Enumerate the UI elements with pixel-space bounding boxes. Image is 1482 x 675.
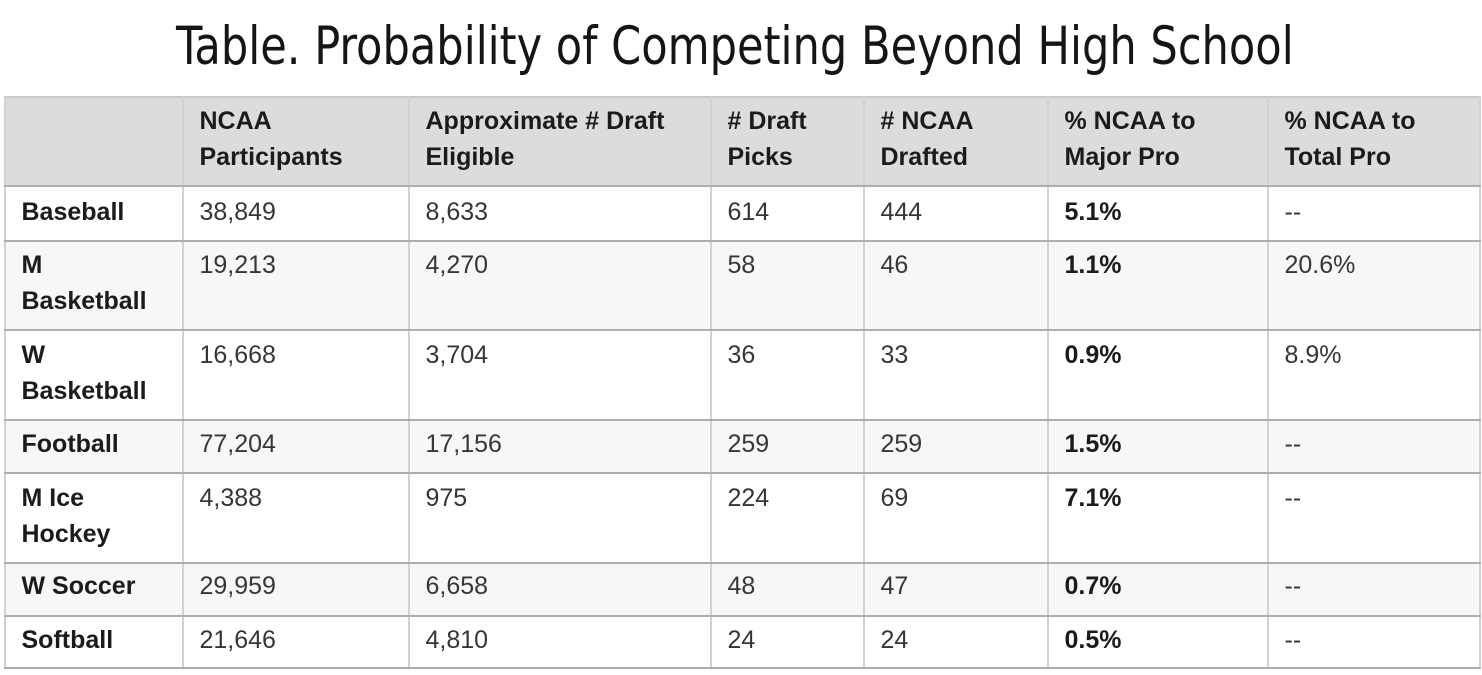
- cell-pct-ncaa-total-pro: --: [1266, 186, 1481, 242]
- cell-pct-ncaa-total-pro: --: [1266, 473, 1481, 564]
- header-cell-sport: [3, 96, 184, 187]
- cell-sport: W Basketball: [3, 330, 184, 421]
- cell-ncaa-participants: 21,646: [181, 615, 410, 669]
- table-row-m-basketball: M Basketball 19,213 4,270 58 46 1.1% 20.6%: [3, 241, 1481, 331]
- table-row-baseball: Baseball 38,849 8,633 614 444 5.1% --: [3, 186, 1481, 242]
- cell-draft-picks: 259: [709, 420, 865, 474]
- table-row-w-soccer: W Soccer 29,959 6,658 48 47 0.7% --: [3, 562, 1481, 617]
- cell-draft-picks: 24: [709, 615, 865, 669]
- page-title: Table. Probability of Competing Beyond H…: [176, 16, 1294, 77]
- cell-draft-picks: 224: [709, 473, 865, 564]
- table-row-m-ice-hockey: M Ice Hockey 4,388 975 224 69 7.1% --: [3, 473, 1481, 564]
- header-cell-pct-ncaa-major-pro: % NCAA to Major Pro: [1046, 96, 1269, 187]
- cell-ncaa-drafted: 69: [862, 473, 1049, 564]
- cell-pct-ncaa-major-pro: 1.1%: [1046, 241, 1269, 331]
- header-row: NCAA Participants Approximate # Draft El…: [3, 96, 1481, 187]
- cell-pct-ncaa-major-pro: 5.1%: [1046, 186, 1269, 242]
- cell-approx-draft-eligible: 975: [407, 473, 712, 564]
- cell-ncaa-drafted: 444: [862, 186, 1049, 242]
- cell-pct-ncaa-major-pro: 0.9%: [1046, 330, 1269, 421]
- cell-pct-ncaa-total-pro: 20.6%: [1266, 241, 1481, 331]
- cell-ncaa-drafted: 33: [862, 330, 1049, 421]
- cell-ncaa-participants: 29,959: [181, 562, 410, 617]
- table-row-w-basketball: W Basketball 16,668 3,704 36 33 0.9% 8.9%: [3, 330, 1481, 421]
- cell-ncaa-drafted: 46: [862, 241, 1049, 331]
- header-cell-ncaa-drafted: # NCAA Drafted: [862, 96, 1049, 187]
- cell-ncaa-drafted: 47: [862, 562, 1049, 617]
- header-cell-pct-ncaa-total-pro: % NCAA to Total Pro: [1266, 96, 1481, 187]
- cell-pct-ncaa-total-pro: --: [1266, 420, 1481, 474]
- cell-sport: Softball: [3, 615, 184, 669]
- header-cell-ncaa-participants: NCAA Participants: [181, 96, 410, 187]
- cell-pct-ncaa-total-pro: 8.9%: [1266, 330, 1481, 421]
- cell-pct-ncaa-total-pro: --: [1266, 562, 1481, 617]
- cell-pct-ncaa-major-pro: 1.5%: [1046, 420, 1269, 474]
- cell-sport: W Soccer: [3, 562, 184, 617]
- cell-ncaa-participants: 77,204: [181, 420, 410, 474]
- cell-pct-ncaa-total-pro: --: [1266, 615, 1481, 669]
- cell-approx-draft-eligible: 8,633: [407, 186, 712, 242]
- cell-sport: M Basketball: [3, 241, 184, 331]
- header-cell-approx-draft-eligible: Approximate # Draft Eligible: [407, 96, 712, 187]
- header-cell-draft-picks: # Draft Picks: [709, 96, 865, 187]
- probability-table: NCAA Participants Approximate # Draft El…: [3, 96, 1481, 669]
- cell-draft-picks: 36: [709, 330, 865, 421]
- cell-approx-draft-eligible: 4,270: [407, 241, 712, 331]
- cell-sport: Baseball: [3, 186, 184, 242]
- table-row-softball: Softball 21,646 4,810 24 24 0.5% --: [3, 615, 1481, 669]
- cell-sport: Football: [3, 420, 184, 474]
- cell-pct-ncaa-major-pro: 7.1%: [1046, 473, 1269, 564]
- cell-ncaa-drafted: 24: [862, 615, 1049, 669]
- cell-draft-picks: 48: [709, 562, 865, 617]
- cell-pct-ncaa-major-pro: 0.7%: [1046, 562, 1269, 617]
- cell-ncaa-participants: 4,388: [181, 473, 410, 564]
- cell-approx-draft-eligible: 17,156: [407, 420, 712, 474]
- cell-ncaa-participants: 19,213: [181, 241, 410, 331]
- cell-ncaa-participants: 16,668: [181, 330, 410, 421]
- table-row-football: Football 77,204 17,156 259 259 1.5% --: [3, 420, 1481, 474]
- table-body: Baseball 38,849 8,633 614 444 5.1% -- M Basketb…: [3, 186, 1481, 669]
- cell-draft-picks: 614: [709, 186, 865, 242]
- cell-ncaa-participants: 38,849: [181, 186, 410, 242]
- cell-sport: M Ice Hockey: [3, 473, 184, 564]
- cell-ncaa-drafted: 259: [862, 420, 1049, 474]
- cell-pct-ncaa-major-pro: 0.5%: [1046, 615, 1269, 669]
- cell-approx-draft-eligible: 3,704: [407, 330, 712, 421]
- cell-approx-draft-eligible: 4,810: [407, 615, 712, 669]
- cell-approx-draft-eligible: 6,658: [407, 562, 712, 617]
- cell-draft-picks: 58: [709, 241, 865, 331]
